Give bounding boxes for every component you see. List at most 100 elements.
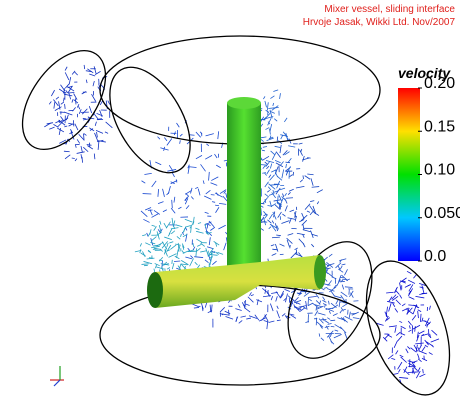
vector: [179, 264, 180, 269]
vector: [167, 268, 170, 270]
vector: [415, 343, 424, 344]
vector: [328, 323, 332, 324]
vector: [298, 253, 302, 258]
vector: [418, 367, 420, 371]
vector: [386, 307, 387, 316]
vector: [344, 269, 347, 275]
vector: [75, 124, 78, 130]
vector: [106, 122, 113, 128]
vector: [267, 322, 268, 329]
vector: [401, 357, 407, 363]
vector: [277, 306, 279, 309]
vector: [190, 256, 192, 258]
vector: [293, 172, 294, 176]
vector: [84, 134, 87, 136]
vector: [296, 249, 297, 254]
vector: [340, 266, 342, 270]
vector: [329, 301, 330, 305]
vector: [241, 316, 246, 317]
vector: [277, 137, 278, 142]
vector: [75, 72, 78, 75]
vector: [195, 228, 199, 230]
vector: [86, 80, 87, 83]
vector: [270, 164, 271, 169]
vector: [164, 137, 167, 140]
vector: [215, 205, 219, 206]
vector: [167, 243, 168, 247]
vector: [275, 172, 277, 177]
vector: [209, 221, 214, 227]
vector: [408, 305, 417, 306]
vector: [194, 307, 199, 308]
vector: [84, 134, 85, 141]
vector: [317, 202, 319, 205]
vector: [89, 74, 95, 76]
vector: [145, 243, 150, 245]
header-line: Mixer vessel, sliding interface: [324, 4, 455, 15]
vector: [177, 236, 180, 239]
vector: [301, 149, 302, 152]
vector: [204, 196, 211, 199]
vector: [95, 122, 96, 126]
vector: [389, 326, 397, 327]
vector: [268, 291, 269, 296]
vector: [329, 311, 330, 314]
vector: [155, 263, 160, 265]
vector: [430, 306, 431, 310]
vector: [345, 316, 353, 320]
vector: [349, 312, 350, 318]
vector: [270, 124, 272, 132]
vector: [276, 296, 278, 301]
vector: [277, 311, 280, 319]
vector: [164, 223, 167, 228]
vector: [265, 128, 269, 130]
vector: [402, 304, 405, 306]
vector: [100, 110, 103, 117]
vector: [273, 103, 274, 106]
vector: [271, 296, 273, 300]
vector: [77, 139, 80, 143]
vector: [289, 189, 294, 191]
vector: [262, 150, 265, 151]
vector: [248, 297, 254, 303]
vector: [191, 250, 194, 251]
vector: [205, 260, 209, 263]
vector: [297, 233, 305, 234]
baffle: [350, 250, 460, 406]
vector: [151, 246, 160, 247]
vector: [270, 304, 273, 311]
vector: [282, 194, 283, 198]
vector: [94, 114, 98, 120]
vector: [79, 106, 80, 109]
vector: [65, 104, 66, 109]
axes-triad: [50, 366, 64, 386]
vector: [408, 321, 411, 325]
vector: [214, 154, 217, 158]
vector: [269, 194, 273, 196]
vector: [282, 214, 285, 216]
vector: [395, 288, 397, 293]
vector: [288, 146, 295, 147]
vector: [261, 137, 267, 138]
vector: [64, 126, 67, 127]
vector: [290, 245, 291, 248]
vector: [59, 89, 64, 92]
vector: [79, 134, 84, 139]
vector: [81, 154, 82, 158]
vector: [180, 140, 181, 144]
vector: [269, 321, 275, 322]
vector: [267, 220, 271, 223]
vector: [265, 194, 269, 197]
vector: [169, 242, 173, 243]
vector: [279, 244, 284, 246]
vector: [418, 310, 421, 312]
vector: [158, 189, 159, 197]
vector: [54, 102, 55, 108]
vector: [316, 307, 317, 311]
vector: [386, 292, 394, 293]
vector: [309, 299, 312, 301]
vector: [312, 187, 319, 188]
vector: [406, 349, 408, 353]
vector: [301, 215, 307, 221]
vector: [432, 330, 438, 335]
